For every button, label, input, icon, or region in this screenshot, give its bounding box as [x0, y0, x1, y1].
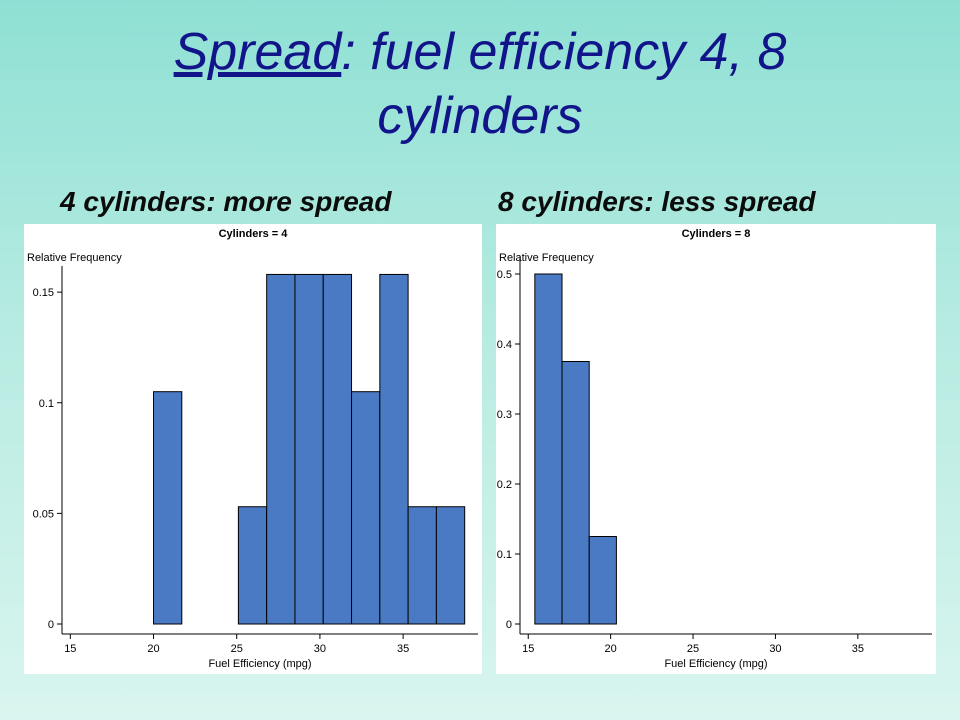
histogram-bar	[294, 273, 324, 625]
histogram-bar	[561, 361, 590, 625]
y-tick-label: 0.15	[33, 287, 54, 299]
subtitle-8-cylinders: 8 cylinders: less spread	[498, 186, 816, 217]
x-tick-label: 30	[769, 643, 781, 655]
histogram-panel-8-cylinders: Cylinders = 8 Relative Frequency Fuel Effi…	[496, 224, 936, 674]
y-tick-label: 0	[48, 619, 54, 631]
x-tick-label: 15	[64, 643, 76, 655]
histogram-bar	[588, 536, 617, 625]
x-tick-label: 25	[231, 643, 243, 655]
y-tick-label: 0.5	[497, 269, 512, 281]
histogram-bar	[266, 273, 296, 625]
y-tick-label: 0.4	[497, 339, 512, 351]
y-tick-label: 0.1	[39, 398, 54, 410]
y-tick-label: 0.2	[497, 479, 512, 491]
x-tick-label: 20	[147, 643, 159, 655]
subtitle-4-cylinders: 4 cylinders: more spread	[60, 186, 392, 217]
chart-title: Cylinders = 8	[682, 228, 751, 240]
x-tick-label: 25	[687, 643, 699, 655]
y-tick-label: 0.1	[497, 549, 512, 561]
histogram-bar	[407, 506, 437, 625]
x-axis-label: Fuel Efficiency (mpg)	[664, 658, 767, 670]
x-tick-label: 30	[314, 643, 326, 655]
y-axis-label: Relative Frequency	[499, 252, 594, 264]
histogram-bar	[153, 391, 183, 625]
histogram-8-cylinders: Cylinders = 8 Relative Frequency Fuel Effi…	[497, 228, 932, 670]
x-tick-label: 20	[605, 643, 617, 655]
title-underlined-word: Spread	[173, 23, 342, 81]
slide-title: Spread: fuel efficiency 4, 8 cylinders	[0, 20, 960, 148]
y-axis-label: Relative Frequency	[27, 252, 122, 264]
x-tick-label: 35	[397, 643, 409, 655]
x-tick-label: 35	[852, 643, 864, 655]
y-tick-label: 0.05	[33, 508, 54, 520]
chart-title: Cylinders = 4	[219, 228, 289, 240]
title-rest: : fuel efficiency 4, 8	[341, 23, 787, 81]
histogram-4-cylinders: Cylinders = 4 Relative Frequency Fuel Effi…	[27, 228, 478, 670]
histogram-bar	[237, 506, 268, 625]
x-axis-label: Fuel Efficiency (mpg)	[208, 658, 311, 670]
histogram-bar	[435, 506, 466, 625]
histogram-bar	[534, 273, 563, 625]
y-tick-label: 0	[506, 619, 512, 631]
histogram-panel-4-cylinders: Cylinders = 4 Relative Frequency Fuel Effi…	[24, 224, 482, 674]
title-line-2: cylinders	[377, 87, 583, 145]
x-tick-label: 15	[522, 643, 534, 655]
histogram-bar	[379, 273, 409, 625]
histogram-bar	[322, 273, 353, 625]
histogram-bar	[351, 391, 381, 625]
y-tick-label: 0.3	[497, 409, 512, 421]
